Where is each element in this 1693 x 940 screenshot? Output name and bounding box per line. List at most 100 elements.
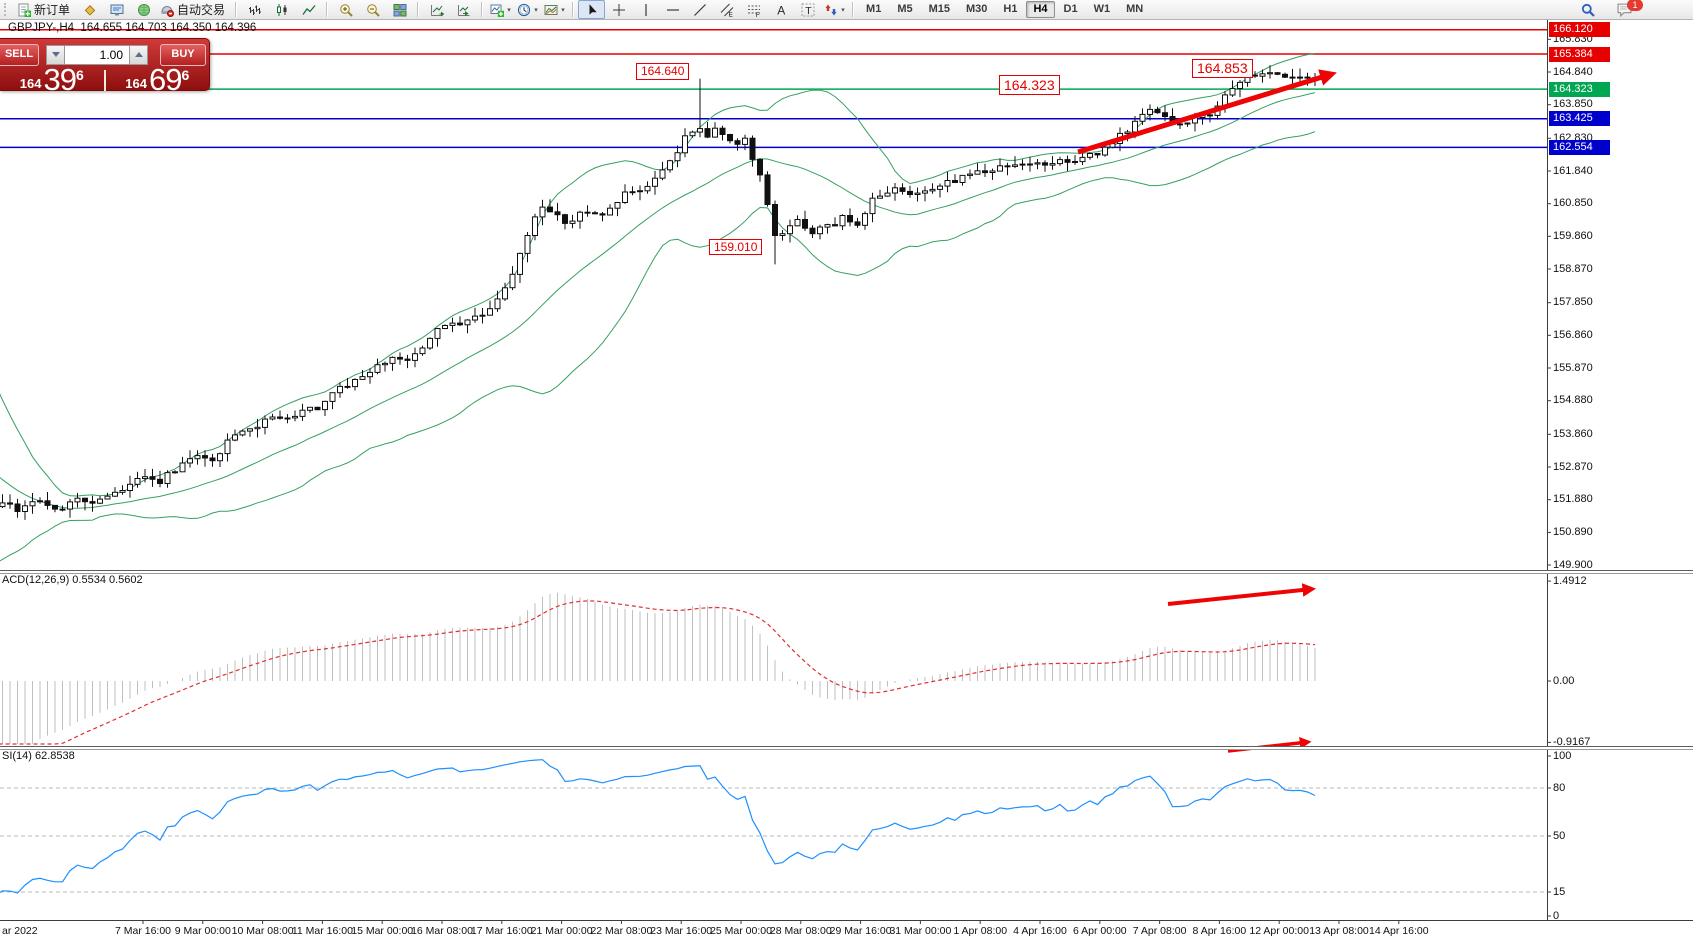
chart-price-label[interactable]: 164.640 (636, 63, 690, 80)
chart-price-label[interactable]: 159.010 (709, 239, 763, 255)
rsi-axis-label: 50 (1553, 829, 1566, 842)
pane-splitter[interactable] (0, 746, 1693, 750)
sell-quote-big: 39 (43, 62, 76, 97)
toolbar-separator (326, 2, 329, 17)
cursor-button[interactable] (578, 0, 606, 19)
price-axis-label: 159.860 (1553, 229, 1593, 242)
candlestick-chart-button[interactable] (268, 0, 295, 19)
trendline-button[interactable] (686, 0, 713, 19)
search-button[interactable] (1574, 0, 1601, 19)
line-chart-button[interactable] (295, 0, 322, 19)
channel-icon: E (720, 3, 733, 17)
data-window-button[interactable] (103, 0, 130, 19)
new-order-button[interactable]: 新订单 (14, 0, 76, 19)
text-label-button[interactable]: T (794, 0, 821, 19)
fibo-icon: F (747, 5, 760, 17)
price-axis-label: 161.840 (1553, 164, 1593, 177)
crosshair-icon (612, 3, 625, 16)
sell-button[interactable]: SELL (0, 43, 39, 66)
price-axis-badge: 163.425 (1549, 111, 1610, 127)
svg-text:F: F (755, 12, 759, 17)
metaeditor-button[interactable] (76, 0, 103, 19)
volume-input[interactable] (65, 44, 129, 65)
time-axis-label: ar 2022 (2, 925, 38, 937)
timeframe-m5[interactable]: M5 (897, 3, 913, 15)
horizontal-line-button[interactable] (659, 0, 686, 19)
volume-increase-button[interactable] (129, 44, 148, 65)
fibonacci-button[interactable]: F (740, 0, 767, 19)
time-axis-label: 23 Mar 16:00 (650, 925, 713, 937)
navigator-button[interactable] (130, 0, 157, 19)
arrows-icon (825, 4, 837, 15)
chart-shift-button[interactable] (450, 0, 477, 19)
new-order-button-label: 新订单 (34, 3, 71, 17)
chat-button[interactable]: 1 (1611, 0, 1643, 19)
price-axis-badge: 164.323 (1549, 81, 1610, 97)
tile-windows-button[interactable] (386, 0, 413, 19)
timeframe-h1[interactable]: H1 (1003, 3, 1018, 15)
new-chart-button[interactable]: ▾ (487, 0, 514, 19)
timeframe-w1[interactable]: W1 (1093, 3, 1111, 15)
price-axis-label: 156.860 (1553, 328, 1593, 341)
quote-divider (103, 70, 106, 91)
rsi-axis-label: 100 (1553, 749, 1572, 762)
templates-button[interactable]: ▾ (541, 0, 568, 19)
price-axis-label: 157.850 (1553, 296, 1593, 309)
triangle-up-icon (134, 52, 143, 57)
crosshair-button[interactable] (605, 0, 632, 19)
pane-splitter[interactable] (0, 570, 1693, 574)
rsi-axis-label: 0 (1553, 909, 1560, 922)
autotrading-button[interactable]: 自动交易 (157, 0, 231, 19)
zoom-out-button[interactable] (359, 0, 386, 19)
rsi-axis-label: 80 (1553, 781, 1566, 794)
chart-price-label[interactable]: 164.853 (1192, 59, 1253, 78)
price-axis-label: 151.880 (1553, 493, 1593, 506)
equidistant-channel-button[interactable]: E (713, 0, 740, 19)
macd-axis-label: -0.9167 (1553, 735, 1591, 748)
timeframe-h4[interactable]: H4 (1026, 1, 1055, 18)
candles-icon (276, 3, 287, 16)
time-axis-label: 22 Mar 08:00 (590, 925, 653, 937)
arrows-button[interactable]: ▾ (821, 0, 848, 19)
timeframe-m30[interactable]: M30 (966, 3, 988, 15)
chartshift-icon (457, 4, 470, 16)
time-axis-label: 29 Mar 16:00 (829, 925, 892, 937)
time-axis-label: 15 Mar 00:00 (351, 925, 414, 937)
time-axis-label: 14 Apr 16:00 (1369, 925, 1429, 937)
price-axis-label: 163.850 (1553, 98, 1593, 111)
chevron-down-icon: ▾ (507, 6, 511, 14)
sphere-icon (137, 3, 150, 16)
time-axis-label: 16 Mar 08:00 (411, 925, 473, 937)
price-axis-badge: 166.120 (1549, 22, 1610, 38)
timeframe-m15[interactable]: M15 (928, 3, 950, 15)
buy-quote[interactable]: 164 69 6 (106, 64, 210, 95)
chevron-down-icon: ▾ (561, 6, 565, 14)
time-axis-label: 1 Apr 08:00 (953, 925, 1008, 937)
zoom-out-icon (366, 3, 380, 17)
sell-quote[interactable]: 164 39 6 (0, 62, 104, 97)
chart-price-label[interactable]: 164.323 (999, 75, 1060, 95)
periods-button[interactable]: ▾ (514, 0, 541, 19)
diamond-icon (84, 4, 95, 16)
auto-scroll-button[interactable] (423, 0, 450, 19)
textA-icon: A (777, 3, 785, 17)
bar-chart-button[interactable] (241, 0, 268, 19)
macd-pane (0, 592, 1316, 745)
price-axis-label: 153.860 (1553, 427, 1593, 440)
zoom-in-button[interactable] (332, 0, 359, 19)
timeframe-mn[interactable]: MN (1126, 3, 1144, 15)
time-axis-label: 17 Mar 16:00 (470, 925, 533, 937)
timeframe-d1[interactable]: D1 (1063, 3, 1078, 15)
time-axis-label: 12 Apr 00:00 (1249, 925, 1309, 937)
buy-button[interactable]: BUY (160, 43, 206, 66)
autotrade-icon (161, 5, 175, 17)
toolbar-drag-handle[interactable] (4, 3, 10, 16)
vertical-line-button[interactable] (632, 0, 659, 19)
timeframe-m1[interactable]: M1 (866, 3, 882, 15)
volume-decrease-button[interactable] (46, 44, 65, 65)
toolbar-separator (481, 2, 484, 17)
text-button[interactable]: A (767, 0, 794, 19)
chevron-down-icon: ▾ (534, 6, 538, 14)
toolbar-separator (852, 2, 855, 17)
